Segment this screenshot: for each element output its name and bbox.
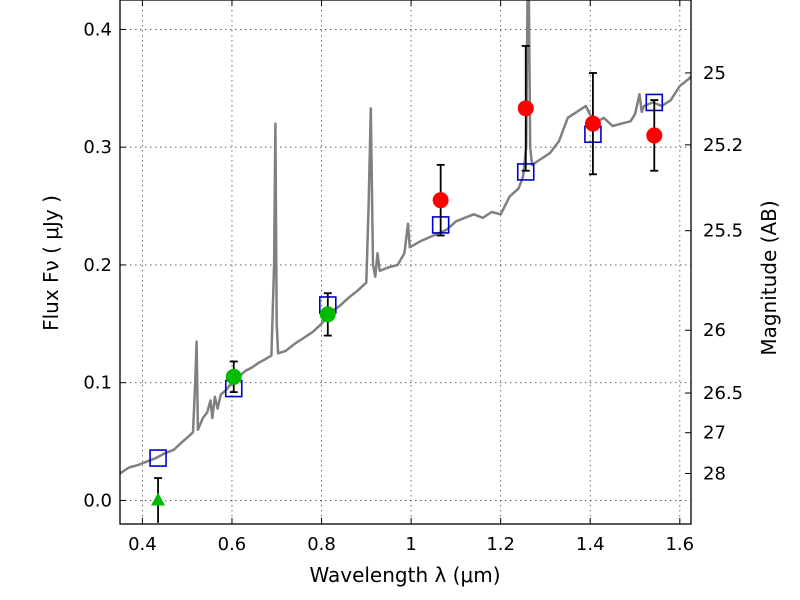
x-tick-label: 1.2	[486, 534, 515, 555]
y-tick-label: 0.1	[83, 373, 112, 394]
right-tick-label: 25.2	[703, 135, 743, 156]
x-tick-label: 0.6	[218, 534, 247, 555]
data-points	[149, 45, 664, 523]
x-tick-label: 1.6	[665, 534, 694, 555]
observed-point	[225, 368, 242, 385]
right-tick-label: 26	[703, 320, 726, 341]
observed-point	[432, 192, 449, 209]
model-photometry-point	[149, 449, 167, 467]
observed-point	[584, 115, 601, 132]
y-tick-label: 0.2	[83, 255, 112, 276]
model-spectrum	[119, 0, 692, 475]
model-spectrum-line	[119, 0, 692, 475]
observed-point	[319, 306, 336, 323]
y-tick-label: 0.0	[83, 490, 112, 511]
x-tick-label: 0.4	[128, 534, 157, 555]
right-tick-label: 28	[703, 463, 726, 484]
axis-ticks: 0.4 0.6 0.8 1 1.2 1.4 1.6 0.0 0.1 0.2 0.3 0.4 25 25.2…	[83, 0, 743, 555]
x-axis-label: Wavelength λ (μm)	[309, 563, 500, 587]
y-axis-label: Flux Fν ( μJy )	[39, 195, 63, 331]
right-tick-label: 25	[703, 63, 726, 84]
right-tick-label: 26.5	[703, 383, 743, 404]
upper-limit-point	[151, 492, 166, 506]
y-tick-label: 0.3	[83, 137, 112, 158]
x-tick-label: 1.4	[576, 534, 605, 555]
right-tick-label: 25.5	[703, 221, 743, 242]
right-axis-label: Magnitude (AB)	[757, 200, 781, 355]
observed-point	[517, 100, 534, 117]
plot-frame	[119, 0, 692, 525]
grid	[120, 0, 691, 524]
x-tick-label: 1	[405, 534, 416, 555]
right-tick-label: 27	[703, 423, 726, 444]
observed-point	[646, 127, 663, 144]
y-tick-label: 0.4	[83, 19, 112, 40]
x-tick-label: 0.8	[307, 534, 336, 555]
